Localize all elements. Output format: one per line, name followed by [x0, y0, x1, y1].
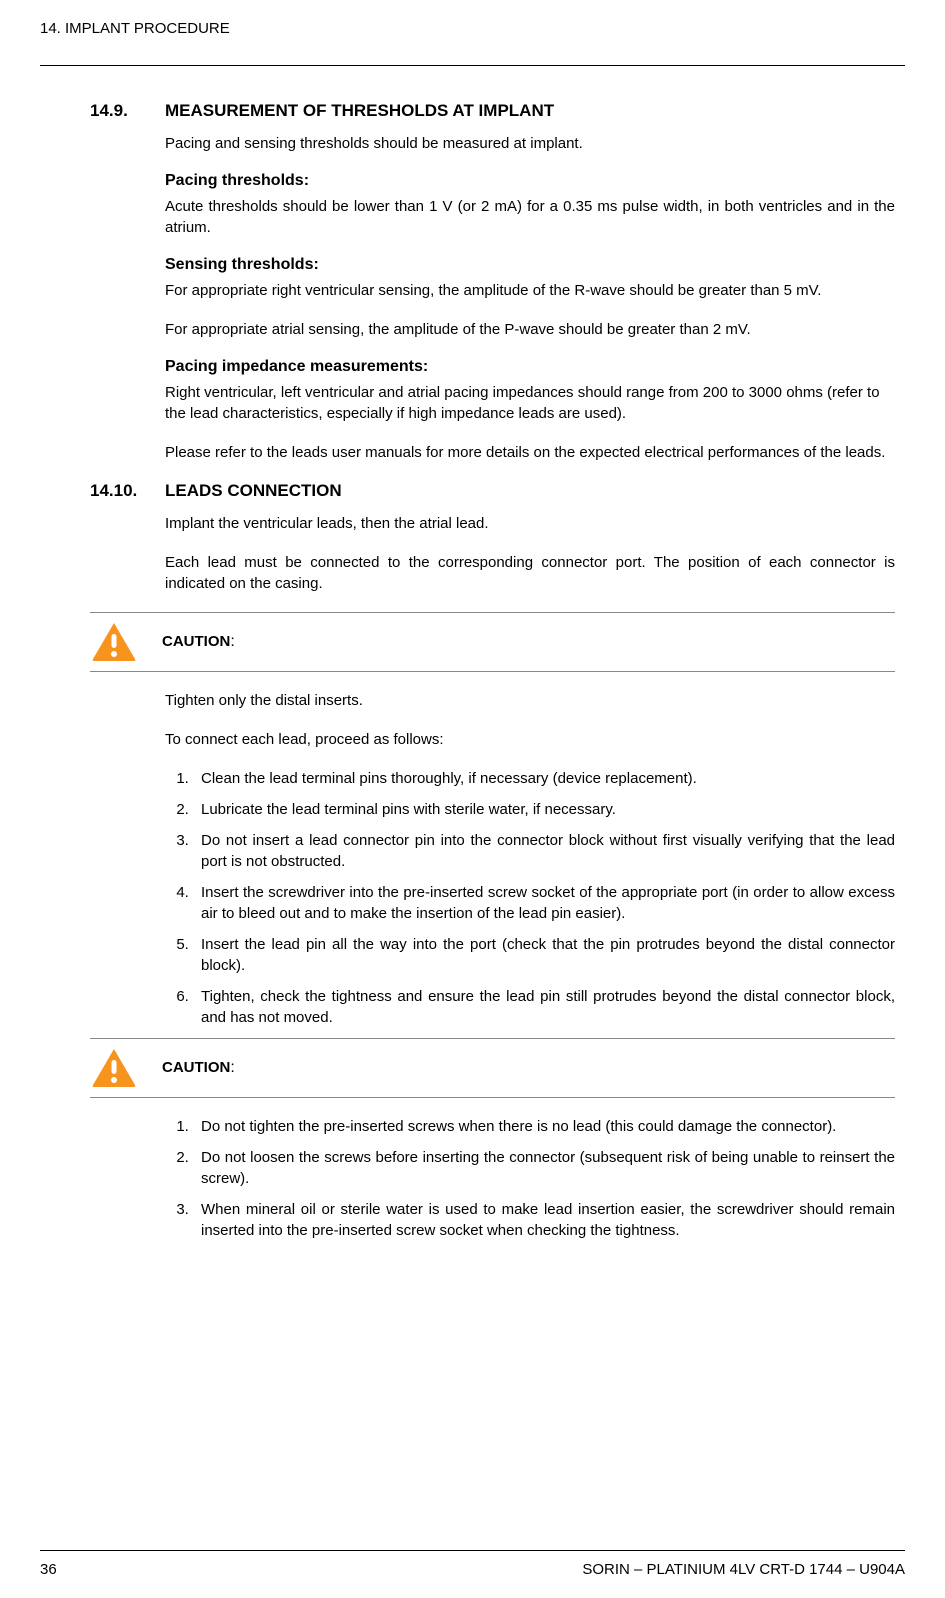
section-title: LEADS CONNECTION: [165, 481, 342, 501]
document-id: SORIN – PLATINIUM 4LV CRT-D 1744 – U904A: [582, 1561, 905, 1578]
chapter-header: 14. IMPLANT PROCEDURE: [40, 20, 905, 37]
subheading: Pacing thresholds:: [165, 172, 895, 190]
subheading: Pacing impedance measurements:: [165, 358, 895, 376]
header-divider: [40, 65, 905, 66]
body-text: For appropriate atrial sensing, the ampl…: [165, 319, 895, 340]
list-item: Tighten, check the tightness and ensure …: [193, 986, 895, 1028]
body-text: Please refer to the leads user manuals f…: [165, 442, 895, 463]
body-text: Right ventricular, left ventricular and …: [165, 382, 895, 424]
caution-divider: [90, 1097, 895, 1098]
list-item: Do not tighten the pre-inserted screws w…: [193, 1116, 895, 1137]
body-text: For appropriate right ventricular sensin…: [165, 280, 895, 301]
list-item: Clean the lead terminal pins thoroughly,…: [193, 768, 895, 789]
list-item: Do not insert a lead connector pin into …: [193, 830, 895, 872]
section-number: 14.9.: [90, 101, 165, 121]
body-text: Acute thresholds should be lower than 1 …: [165, 196, 895, 238]
list-item: Insert the lead pin all the way into the…: [193, 934, 895, 976]
list-item: When mineral oil or sterile water is use…: [193, 1199, 895, 1241]
section-number: 14.10.: [90, 481, 165, 501]
page-number: 36: [40, 1561, 57, 1578]
body-text: Implant the ventricular leads, then the …: [165, 513, 895, 534]
numbered-list: Clean the lead terminal pins thoroughly,…: [165, 768, 895, 1028]
numbered-list: Do not tighten the pre-inserted screws w…: [165, 1116, 895, 1241]
warning-icon: [90, 1047, 138, 1089]
caution-label: CAUTION:: [162, 633, 235, 651]
body-text: To connect each lead, proceed as follows…: [165, 729, 895, 750]
body-text: Each lead must be connected to the corre…: [165, 552, 895, 594]
section-title: MEASUREMENT OF THRESHOLDS AT IMPLANT: [165, 101, 554, 121]
page-footer: 36 SORIN – PLATINIUM 4LV CRT-D 1744 – U9…: [40, 1550, 905, 1578]
subheading: Sensing thresholds:: [165, 256, 895, 274]
caution-divider: [90, 671, 895, 672]
caution-label: CAUTION:: [162, 1059, 235, 1077]
body-text: Pacing and sensing thresholds should be …: [165, 133, 895, 154]
list-item: Lubricate the lead terminal pins with st…: [193, 799, 895, 820]
caution-block: CAUTION:: [90, 1038, 895, 1098]
list-item: Do not loosen the screws before insertin…: [193, 1147, 895, 1189]
caution-block: CAUTION:: [90, 612, 895, 672]
warning-icon: [90, 621, 138, 663]
list-item: Insert the screwdriver into the pre-inse…: [193, 882, 895, 924]
body-text: Tighten only the distal inserts.: [165, 690, 895, 711]
